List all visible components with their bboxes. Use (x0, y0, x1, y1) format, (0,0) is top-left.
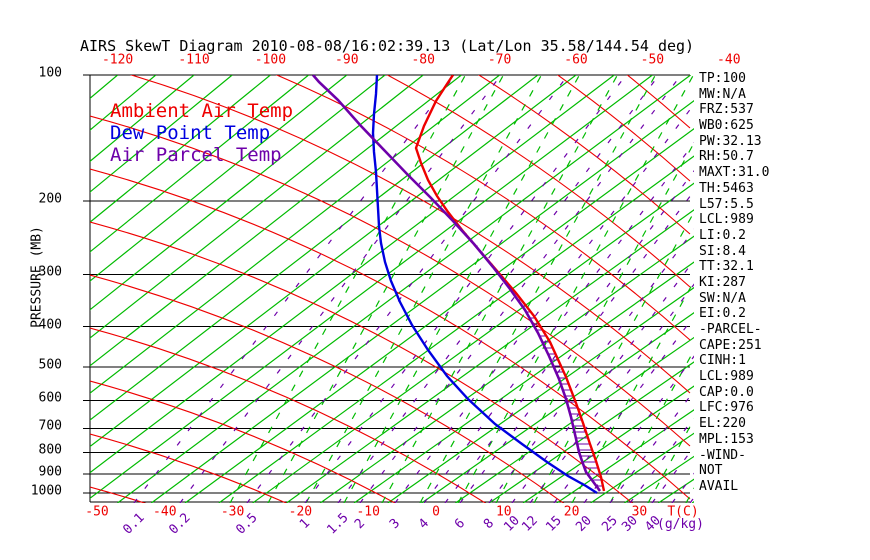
stat-line: KI:287 (699, 274, 746, 290)
pressure-tick-label: 1000 (30, 483, 62, 499)
pressure-tick-label: 400 (38, 317, 62, 333)
stat-line: CAPE:251 (699, 337, 762, 353)
stat-line: EI:0.2 (699, 306, 746, 322)
stat-line: L57:5.5 (699, 196, 754, 212)
top-temp-label: -90 (335, 52, 359, 68)
top-temp-label: -100 (254, 52, 287, 68)
bottom-temp-label: 20 (563, 504, 580, 520)
top-temp-label: -80 (411, 52, 435, 68)
dew-point-curve (371, 75, 598, 495)
temp-axis-unit-label: T(C) (667, 504, 699, 520)
stat-line: WB0:625 (699, 118, 754, 134)
stat-line: TT:32.1 (699, 259, 754, 275)
stat-line: CAP:0.0 (699, 384, 754, 400)
top-temp-label: -60 (564, 52, 588, 68)
stat-line: FRZ:537 (699, 102, 754, 118)
bottom-temp-label: -50 (85, 504, 109, 520)
stat-line: MPL:153 (699, 431, 754, 447)
stat-line: MAXT:31.0 (699, 165, 770, 181)
sounding-curves (312, 75, 606, 495)
top-temp-label: -70 (487, 52, 512, 68)
stat-line: LFC:976 (699, 400, 754, 416)
stat-line: -WIND- (699, 447, 746, 463)
top-temp-label: -120 (101, 52, 134, 68)
stat-line: MW:N/A (699, 86, 746, 102)
parcel-temp-curve (312, 75, 602, 492)
stat-line: SI:8.4 (699, 243, 746, 259)
mixing-axis-unit-label: (g/kg) (657, 517, 704, 532)
top-temp-label: -40 (717, 52, 741, 68)
legend-air-parcel-temp: Air Parcel Temp (110, 144, 282, 166)
legend-ambient-air-temp: Ambient Air Temp (110, 100, 294, 122)
stat-line: SW:N/A (699, 290, 746, 306)
pressure-tick-label: 900 (38, 464, 62, 480)
bottom-temp-label: 10 (495, 504, 512, 520)
pressure-tick-label: 200 (38, 191, 62, 207)
stat-line: -PARCEL- (699, 322, 762, 337)
page-title: AIRS SkewT Diagram 2010-08-08/16:02:39.1… (80, 37, 695, 55)
top-temp-label: -110 (178, 52, 210, 68)
pressure-tick-label: 300 (38, 264, 62, 280)
stat-line: LCL:989 (699, 212, 754, 228)
stat-line: TP:100 (699, 71, 746, 86)
bottom-temp-label: 30 (631, 504, 648, 520)
bottom-temp-label: -30 (220, 504, 245, 520)
stat-line: NOT (699, 463, 723, 479)
moist-adiabat-lines (229, 75, 694, 503)
pressure-tick-label: 100 (38, 65, 62, 81)
stat-line: TH:5463 (699, 180, 754, 196)
stat-line: LI:0.2 (699, 227, 746, 243)
pressure-tick-label: 600 (38, 390, 62, 406)
top-temp-label: -50 (640, 52, 665, 68)
stat-line: AVAIL (699, 478, 739, 494)
pressure-tick-label: 500 (38, 357, 62, 373)
stat-line: RH:50.7 (699, 149, 754, 165)
bottom-temp-label: -40 (153, 504, 177, 520)
stat-line: PW:32.13 (699, 133, 762, 149)
stat-line: CINH:1 (699, 353, 746, 369)
sounding-stats-column: TP:100 MW:N/A FRZ:537 WB0:625 PW:32.13 RH:50.… (699, 71, 769, 495)
pressure-tick-label: 800 (38, 442, 62, 458)
dry-adiabat-lines (90, 75, 691, 503)
stat-line: LCL:989 (699, 369, 754, 385)
bottom-temp-label: -10 (356, 504, 380, 520)
legend-dew-point-temp: Dew Point Temp (110, 122, 271, 144)
bottom-temp-label: 0 (432, 504, 440, 520)
pressure-tick-label: 700 (38, 418, 62, 434)
stat-line: EL:220 (699, 416, 746, 432)
bottom-temp-label: -20 (288, 504, 313, 520)
